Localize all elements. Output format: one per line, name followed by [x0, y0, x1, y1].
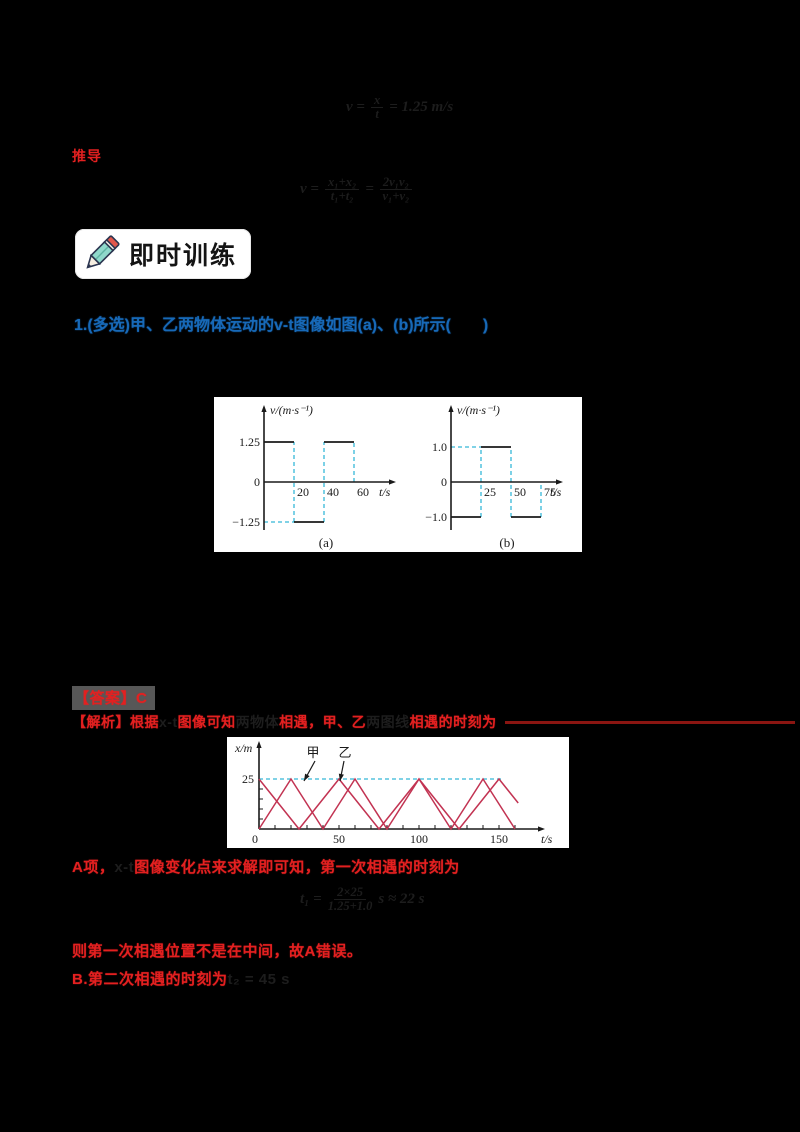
solution-line-c: B.第二次相遇的时刻为t₂ = 45 s — [72, 968, 290, 989]
analysis-line: 【解析】根据x-t图像可知两物体相遇，甲、乙两图线相遇的时刻为 — [72, 712, 795, 732]
solution-line-a: A项，x-t图像变化点来求解即可知，第一次相遇的时刻为 — [72, 856, 460, 877]
svg-text:0: 0 — [441, 475, 447, 489]
formula-average-velocity: v = x t = 1.25 m/s — [346, 93, 454, 121]
svg-text:60: 60 — [357, 485, 369, 499]
svg-text:t/s: t/s — [379, 485, 391, 499]
question-text: 1.(多选)甲、乙两物体运动的v-t图像如图(a)、(b)所示( ) — [74, 317, 489, 334]
svg-text:75: 75 — [544, 485, 556, 499]
answer-label: 【答案】 — [74, 690, 137, 707]
svg-text:v/(m·s⁻¹): v/(m·s⁻¹) — [270, 403, 313, 417]
fraction: x₁+x₂ t₁+t₂ — [324, 175, 360, 203]
svg-text:t/s: t/s — [550, 485, 562, 499]
figure-vt-graphs: 1.25 0 −1.25 20 40 60 v/(m·s⁻¹) t/s (a) 1.0 0 −1.0 2… — [214, 397, 582, 552]
solution-b-text: 则第一次相遇位置不是在中间，故A错误。 — [72, 943, 363, 960]
xt-graph-svg: 25 0 50 100 150 x/m t/s 甲 乙 — [234, 741, 553, 846]
formula-lhs: v = — [346, 99, 365, 116]
formula-meeting-time: t₁ = 2×25 1.25+1.0 s ≈ 22 s — [300, 885, 425, 914]
svg-text:50: 50 — [333, 832, 345, 846]
svg-text:25: 25 — [484, 485, 496, 499]
solution-c-text: B.第二次相遇的时刻为t₂ = 45 s — [72, 971, 290, 988]
svg-text:t/s: t/s — [541, 832, 553, 846]
svg-text:100: 100 — [410, 832, 428, 846]
svg-text:−1.25: −1.25 — [232, 515, 260, 529]
svg-text:25: 25 — [242, 772, 254, 786]
instant-training-badge: 即时训练 — [75, 229, 252, 279]
formula-lhs: v = — [300, 181, 319, 198]
answer-value: C — [136, 690, 148, 707]
badge-label: 即时训练 — [129, 242, 238, 270]
fraction: x t — [370, 93, 384, 121]
svg-text:50: 50 — [514, 485, 526, 499]
answer-highlight: 【答案】C — [72, 686, 156, 710]
svg-text:(a): (a) — [319, 535, 333, 550]
formula-two-segment-velocity: v = x₁+x₂ t₁+t₂ = 2v₁v₂ v₁+v₂ — [300, 175, 412, 203]
trailing-rule — [504, 720, 795, 724]
svg-text:0: 0 — [254, 475, 260, 489]
svg-text:乙: 乙 — [338, 745, 351, 760]
svg-text:−1.0: −1.0 — [425, 510, 447, 524]
svg-text:甲: 甲 — [306, 745, 319, 760]
fraction: 2v₁v₂ v₁+v₂ — [379, 175, 412, 203]
svg-text:150: 150 — [490, 832, 508, 846]
solution-a-text: A项，x-t图像变化点来求解即可知，第一次相遇的时刻为 — [72, 859, 460, 876]
section-label: 推导 — [72, 148, 102, 164]
svg-text:(b): (b) — [499, 535, 514, 550]
svg-text:0: 0 — [252, 832, 258, 846]
analysis-text: 【解析】根据x-t图像可知两物体相遇，甲、乙两图线相遇的时刻为 — [72, 714, 497, 730]
svg-text:40: 40 — [327, 485, 339, 499]
svg-text:v/(m·s⁻¹): v/(m·s⁻¹) — [457, 403, 500, 417]
solution-line-b: 则第一次相遇位置不是在中间，故A错误。 — [72, 940, 362, 961]
formula-rhs: = 1.25 m/s — [389, 99, 454, 116]
pencil-icon — [81, 232, 121, 276]
vt-graphs-svg: 1.25 0 −1.25 20 40 60 v/(m·s⁻¹) t/s (a) 1.0 0 −1.0 2… — [232, 403, 563, 550]
svg-text:1.0: 1.0 — [432, 440, 447, 454]
svg-text:1.25: 1.25 — [239, 435, 260, 449]
answer-line: 【答案】C — [72, 686, 156, 710]
svg-text:x/m: x/m — [234, 741, 253, 755]
figure-xt-graph: 25 0 50 100 150 x/m t/s 甲 乙 — [227, 737, 569, 848]
svg-text:20: 20 — [297, 485, 309, 499]
